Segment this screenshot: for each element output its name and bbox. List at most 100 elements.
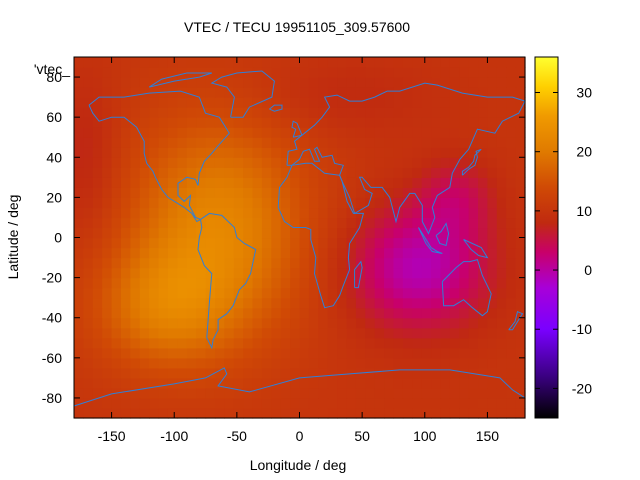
heatmap-cell [280,57,291,68]
heatmap-cell [149,67,160,78]
heatmap-cell [421,347,432,359]
heatmap-cell [102,207,113,219]
heatmap-cell [355,127,366,138]
heatmap-cell [421,277,432,289]
heatmap-cell [337,387,348,399]
heatmap-cell [177,397,188,409]
heatmap-cell [412,407,423,419]
heatmap-cell [431,217,442,229]
heatmap-cell [280,67,291,78]
heatmap-cell [196,117,207,128]
heatmap-cell [515,117,526,128]
heatmap-cell [186,127,197,138]
heatmap-cell [196,157,207,168]
heatmap-cell [299,197,310,209]
heatmap-cell [280,137,291,148]
heatmap-cell [496,197,507,209]
coastlines [73,70,526,407]
heatmap-cell [158,257,169,269]
heatmap-cell [308,67,319,78]
heatmap-cell [120,337,131,349]
heatmap-cell [346,167,357,178]
heatmap-cell [139,207,150,219]
heatmap-cell [139,287,150,299]
heatmap-cell [384,207,395,219]
heatmap-cell [308,187,319,198]
heatmap-cell [243,197,254,209]
heatmap-cell [318,327,329,339]
heatmap-cell [431,207,442,219]
heatmap-cell [280,337,291,349]
heatmap-cell [365,177,376,188]
heatmap-cell [111,277,122,289]
heatmap-cell [158,227,169,239]
heatmap-cell [449,287,460,299]
heatmap-cell [384,107,395,118]
heatmap-cell [177,197,188,209]
heatmap-cell [233,97,244,108]
heatmap-cell [327,287,338,299]
heatmap-cell [252,227,263,239]
heatmap-cell [449,367,460,379]
heatmap-cell [205,307,216,319]
heatmap-cell [224,147,235,158]
heatmap-cell [449,337,460,349]
heatmap-cell [261,187,272,198]
heatmap-cell [290,307,301,319]
heatmap-cell [487,77,498,88]
heatmap-cell [496,177,507,188]
heatmap-cell [337,377,348,389]
heatmap-cell [102,277,113,289]
heatmap-cell [440,187,451,198]
heatmap-cell [280,167,291,178]
heatmap-cell [478,167,489,178]
heatmap-cell [130,347,141,359]
heatmap-cell [299,217,310,229]
heatmap-cell [431,287,442,299]
heatmap-cell [290,107,301,118]
heatmap-cell [496,407,507,419]
heatmap-cell [487,337,498,349]
heatmap-cell [393,57,404,68]
heatmap-cell [205,327,216,339]
heatmap-cell [515,57,526,68]
heatmap-cell [468,397,479,409]
heatmap-cell [186,87,197,98]
heatmap-cell [440,347,451,359]
heatmap-cell [506,327,517,339]
heatmap-cell [261,257,272,269]
heatmap-cell [421,357,432,369]
heatmap-cell [280,297,291,309]
heatmap-cell [149,307,160,319]
heatmap-cell [130,187,141,198]
heatmap-cell [83,67,94,78]
heatmap-cell [487,97,498,108]
heatmap-cell [233,67,244,78]
heatmap-cell [506,337,517,349]
heatmap-cell [261,57,272,68]
heatmap-cell [261,177,272,188]
heatmap-cell [506,187,517,198]
heatmap-cell [261,357,272,369]
heatmap-cell [167,267,178,279]
heatmap-cell [449,117,460,128]
heatmap-cell [92,137,103,148]
heatmap-cell [402,317,413,329]
heatmap-cell [431,327,442,339]
heatmap-cell [111,317,122,329]
heatmap-cell [431,317,442,329]
heatmap-cell [177,127,188,138]
heatmap-cell [308,387,319,399]
heatmap-cell [205,397,216,409]
heatmap-cell [130,57,141,68]
heatmap-cell [261,87,272,98]
heatmap-cell [402,87,413,98]
heatmap-cell [459,57,470,68]
heatmap-cell [224,67,235,78]
heatmap-cell [130,267,141,279]
heatmap-cell [139,337,150,349]
heatmap-cell [478,267,489,279]
heatmap-cell [290,167,301,178]
heatmap-cell [177,307,188,319]
heatmap-cell [196,327,207,339]
